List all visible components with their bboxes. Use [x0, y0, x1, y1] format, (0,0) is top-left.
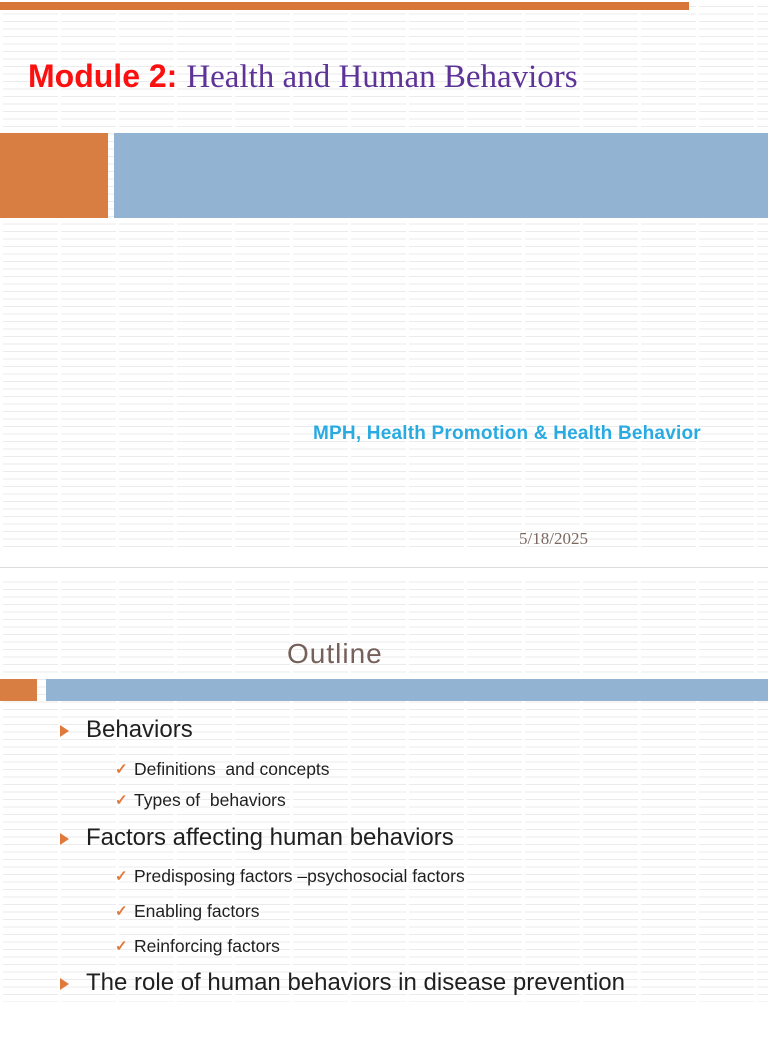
arrow-bullet-icon [60, 978, 69, 990]
slide1-subtitle: MPH, Health Promotion & Health Behavior [313, 423, 701, 444]
slide2-page: Outline Behaviors ✓ Definitions and conc… [0, 568, 768, 1024]
check-bullet-icon: ✓ [115, 761, 128, 778]
outline-item-text: Enabling factors [134, 901, 260, 921]
page2-top-margin [0, 568, 768, 578]
outline-item-text: The role of human behaviors in disease p… [86, 969, 625, 996]
outline-item: The role of human behaviors in disease p… [0, 969, 768, 1041]
check-bullet-icon: ✓ [115, 938, 128, 955]
page2-bottom-margin [0, 1002, 768, 1024]
slide1-title-main: Health and Human Behaviors [186, 59, 578, 95]
slide1-title-prefix: Module 2: [28, 58, 178, 94]
outline-item-text: Predisposing factors –psychosocial facto… [134, 866, 465, 886]
outline-item: ✓ Types of behaviors [0, 790, 768, 862]
check-bullet-icon: ✓ [115, 792, 128, 809]
outline-item: ✓ Reinforcing factors [0, 936, 768, 1008]
arrow-bullet-icon [60, 725, 69, 737]
outline-item: ✓ Definitions and concepts [0, 759, 768, 831]
outline-item-text: Factors affecting human behaviors [86, 824, 454, 851]
slide2-orange-block [0, 679, 37, 701]
outline-item-text: Reinforcing factors [134, 936, 280, 956]
top-accent-bar [0, 2, 689, 10]
outline-title: Outline [287, 638, 383, 669]
outline-item: ✓ Predisposing factors –psychosocial fac… [0, 866, 768, 938]
outline-item-text: Definitions and concepts [134, 759, 330, 779]
outline-item-text: Types of behaviors [134, 790, 286, 810]
outline-item: Behaviors [0, 716, 768, 788]
check-bullet-icon: ✓ [115, 868, 128, 885]
slide1-title: Module 2: Health and Human Behaviors [28, 58, 748, 96]
outline-item: Factors affecting human behaviors [0, 824, 768, 896]
slide1-orange-block [0, 133, 108, 218]
arrow-bullet-icon [60, 833, 69, 845]
slide1-date: 5/18/2025 [519, 529, 588, 548]
page1-bottom-margin [0, 549, 768, 567]
outline-item: ✓ Enabling factors [0, 901, 768, 973]
slide2-blue-banner [46, 679, 768, 701]
slide1-page: Module 2: Health and Human Behaviors MPH,… [0, 0, 768, 568]
check-bullet-icon: ✓ [115, 903, 128, 920]
slide1-blue-banner [114, 133, 768, 218]
outline-item-text: Behaviors [86, 716, 193, 743]
